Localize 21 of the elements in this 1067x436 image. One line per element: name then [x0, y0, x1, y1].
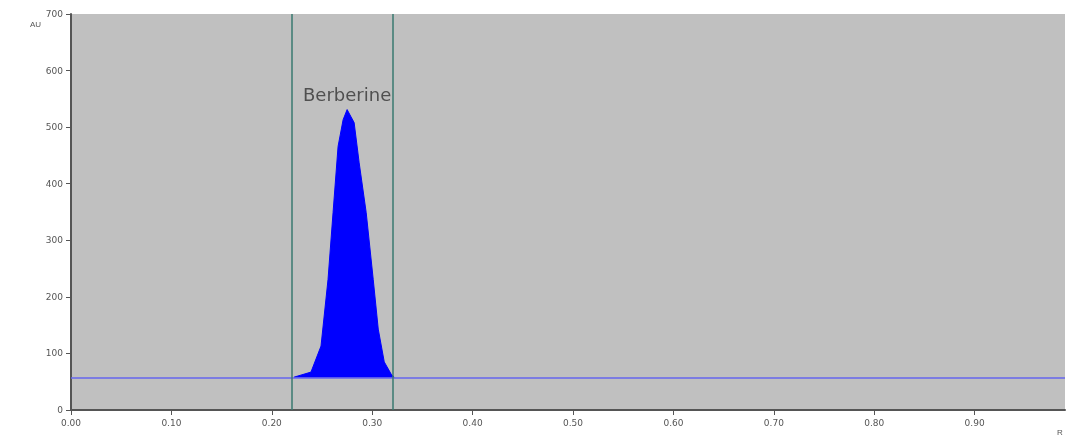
x-tick-label: 0.40 [462, 417, 483, 428]
x-tick-label: 0.10 [161, 417, 182, 428]
x-tick-label: 0.00 [60, 417, 82, 428]
y-tick-label: 700 [45, 9, 64, 19]
x-tick-label: 0.50 [563, 417, 584, 428]
x-axis-title: R [1057, 427, 1063, 436]
annotation: Berberine [303, 84, 392, 106]
y-tick-label: 0 [57, 405, 64, 415]
y-tick-label: 600 [45, 65, 64, 76]
x-tick-label: 0.30 [362, 417, 383, 428]
x-tick-label: 0.70 [763, 417, 785, 428]
y-tick-label: 400 [45, 178, 64, 189]
y-axis-title: AU [29, 19, 42, 29]
y-tick-label: 300 [45, 235, 64, 246]
y-tick-label: 200 [45, 291, 64, 302]
y-tick-label: 100 [45, 348, 64, 359]
x-tick-label: 0.60 [663, 417, 684, 428]
x-tick-label: 0.80 [864, 417, 885, 428]
x-tick-label: 0.90 [964, 417, 985, 428]
y-tick-label: 500 [45, 122, 64, 133]
x-tick-label: 0.20 [261, 417, 283, 428]
